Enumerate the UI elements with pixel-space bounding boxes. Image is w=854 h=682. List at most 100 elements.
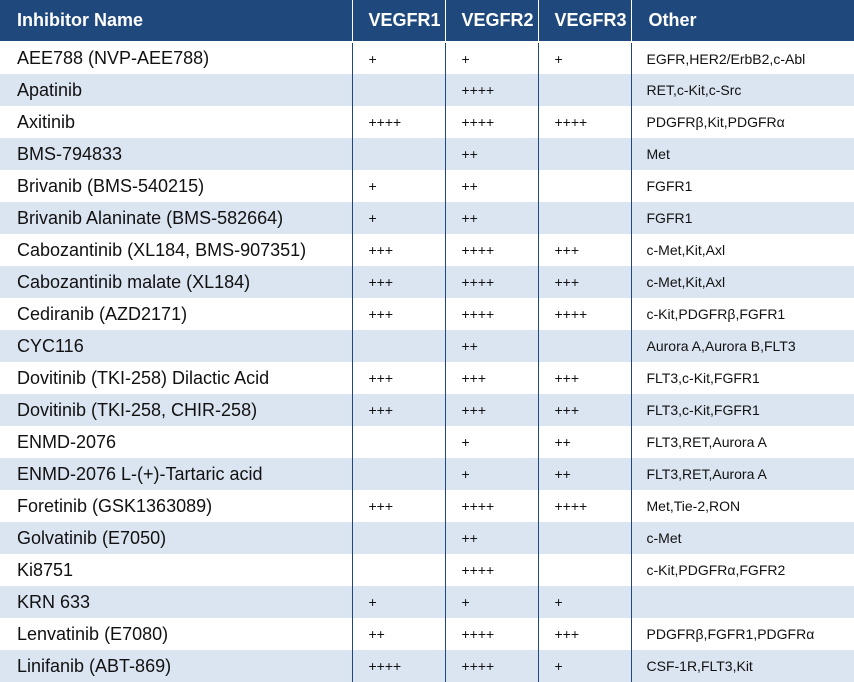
vegfr3-cell: [538, 554, 632, 586]
vegfr2-cell: ++: [445, 522, 539, 554]
other-targets-cell: c-Kit,PDGFRα,FGFR2: [646, 562, 786, 578]
vegfr2-cell: ++++: [445, 234, 539, 266]
vegfr2-cell: ++++: [445, 554, 539, 586]
table-header-row: Inhibitor Name VEGFR1 VEGFR2 VEGFR3 Othe…: [0, 0, 854, 43]
vegfr1-cell: +++: [352, 490, 446, 522]
table-row: Dovitinib (TKI-258, CHIR-258) +++ +++ +++ FL…: [0, 394, 854, 426]
vegfr3-cell: [538, 330, 632, 362]
vegfr2-cell: ++++: [445, 106, 539, 138]
table-row: Lenvatinib (E7080) ++ ++++ +++ PDGFRβ,FGFR1,…: [0, 618, 854, 650]
vegfr1-cell: +: [352, 42, 446, 74]
vegfr2-cell: ++++: [445, 298, 539, 330]
vegfr1-cell: [352, 426, 446, 458]
inhibitor-name-cell: Dovitinib (TKI-258, CHIR-258): [0, 394, 353, 426]
vegfr2-cell: ++: [445, 202, 539, 234]
inhibitor-name-cell: Cediranib (AZD2171): [0, 298, 353, 330]
vegfr2-cell: ++++: [445, 490, 539, 522]
table-row: Ki8751 ++++ c-Kit,PDGFRα,FGFR2: [0, 554, 854, 586]
table-row: Foretinib (GSK1363089) +++ ++++ ++++ Met,Tie…: [0, 490, 854, 522]
other-targets-cell: FLT3,RET,Aurora A: [646, 434, 767, 450]
other-targets-cell: c-Kit,PDGFRβ,FGFR1: [646, 306, 786, 322]
table-row: Golvatinib (E7050) ++ c-Met: [0, 522, 854, 554]
inhibitor-name-cell: CYC116: [0, 330, 353, 362]
vegfr3-cell: +++: [538, 394, 632, 426]
vegfr2-cell: +: [445, 586, 539, 618]
inhibitor-name-cell: Brivanib (BMS-540215): [0, 170, 353, 202]
inhibitor-name-cell: Foretinib (GSK1363089): [0, 490, 353, 522]
inhibitor-name-cell: Apatinib: [0, 74, 353, 106]
table-row: AEE788 (NVP-AEE788) + + + EGFR,HER2/ErbB2,c-…: [0, 42, 854, 74]
vegfr3-cell: +: [538, 586, 632, 618]
vegfr2-cell: +: [445, 426, 539, 458]
table-row: BMS-794833 ++ Met: [0, 138, 854, 170]
other-targets-cell: Aurora A,Aurora B,FLT3: [646, 338, 796, 354]
header-other: Other: [631, 0, 854, 43]
other-targets-cell: FLT3,c-Kit,FGFR1: [646, 370, 760, 386]
vegfr1-cell: +: [352, 586, 446, 618]
inhibitor-name-cell: Brivanib Alaninate (BMS-582664): [0, 202, 353, 234]
vegfr3-cell: ++: [538, 458, 632, 490]
inhibitor-name-cell: Dovitinib (TKI-258) Dilactic Acid: [0, 362, 353, 394]
other-targets-cell: FLT3,RET,Aurora A: [646, 466, 767, 482]
vegfr1-cell: +++: [352, 362, 446, 394]
vegfr2-cell: +++: [445, 362, 539, 394]
table-row: Cabozantinib malate (XL184) +++ ++++ +++ c-M…: [0, 266, 854, 298]
vegfr2-cell: ++: [445, 138, 539, 170]
inhibitor-name-cell: Cabozantinib (XL184, BMS-907351): [0, 234, 353, 266]
vegfr3-cell: +: [538, 650, 632, 682]
other-targets-cell: Met,Tie-2,RON: [646, 498, 741, 514]
vegfr3-cell: [538, 202, 632, 234]
vegfr1-cell: +++: [352, 234, 446, 266]
vegfr1-cell: [352, 330, 446, 362]
inhibitor-name-cell: Linifanib (ABT-869): [0, 650, 353, 682]
vegfr2-cell: ++++: [445, 618, 539, 650]
other-targets-cell: FGFR1: [646, 210, 693, 226]
other-targets-cell: [631, 586, 854, 618]
vegfr2-cell: ++++: [445, 266, 539, 298]
vegfr1-cell: [352, 458, 446, 490]
vegfr3-cell: ++: [538, 426, 632, 458]
table-row: Axitinib ++++ ++++ ++++ PDGFRβ,Kit,PDGFRα: [0, 106, 854, 138]
vegfr1-cell: ++++: [352, 106, 446, 138]
header-inhibitor-name: Inhibitor Name: [0, 0, 353, 43]
vegfr1-cell: +: [352, 202, 446, 234]
inhibitor-name-cell: Ki8751: [0, 554, 353, 586]
vegfr2-cell: ++++: [445, 74, 539, 106]
other-targets-cell: PDGFRβ,FGFR1,PDGFRα: [646, 626, 815, 642]
other-targets-cell: PDGFRβ,Kit,PDGFRα: [646, 114, 785, 130]
table-row: Cediranib (AZD2171) +++ ++++ ++++ c-Kit,PDGF…: [0, 298, 854, 330]
table-row: ENMD-2076 L-(+)-Tartaric acid + ++ FLT3,RET…: [0, 458, 854, 490]
vegfr1-cell: [352, 522, 446, 554]
table-row: Brivanib Alaninate (BMS-582664) + ++ FGFR1: [0, 202, 854, 234]
table-row: Apatinib ++++ RET,c-Kit,c-Src: [0, 74, 854, 106]
vegfr3-cell: [538, 170, 632, 202]
inhibitor-name-cell: AEE788 (NVP-AEE788): [0, 42, 353, 74]
header-vegfr2: VEGFR2: [445, 0, 539, 43]
vegfr2-cell: ++: [445, 330, 539, 362]
table-row: CYC116 ++ Aurora A,Aurora B,FLT3: [0, 330, 854, 362]
inhibitor-name-cell: Lenvatinib (E7080): [0, 618, 353, 650]
vegfr3-cell: [538, 522, 632, 554]
vegfr2-cell: +++: [445, 394, 539, 426]
vegfr2-cell: +: [445, 458, 539, 490]
vegfr3-cell: +: [538, 42, 632, 74]
inhibitor-name-cell: Axitinib: [0, 106, 353, 138]
vegfr1-cell: +++: [352, 394, 446, 426]
vegfr3-cell: ++++: [538, 490, 632, 522]
vegfr3-cell: [538, 74, 632, 106]
table-row: Dovitinib (TKI-258) Dilactic Acid +++ +++ +…: [0, 362, 854, 394]
vegfr2-cell: +: [445, 42, 539, 74]
other-targets-cell: c-Met,Kit,Axl: [646, 242, 726, 258]
vegfr3-cell: +++: [538, 234, 632, 266]
inhibitor-name-cell: BMS-794833: [0, 138, 353, 170]
vegfr1-cell: +: [352, 170, 446, 202]
vegfr1-cell: [352, 554, 446, 586]
table-row: Brivanib (BMS-540215) + ++ FGFR1: [0, 170, 854, 202]
vegfr2-cell: ++: [445, 170, 539, 202]
inhibitor-name-cell: ENMD-2076: [0, 426, 353, 458]
other-targets-cell: EGFR,HER2/ErbB2,c-Abl: [646, 50, 806, 67]
vegfr1-cell: [352, 138, 446, 170]
vegfr1-cell: ++++: [352, 650, 446, 682]
vegfr1-cell: ++: [352, 618, 446, 650]
